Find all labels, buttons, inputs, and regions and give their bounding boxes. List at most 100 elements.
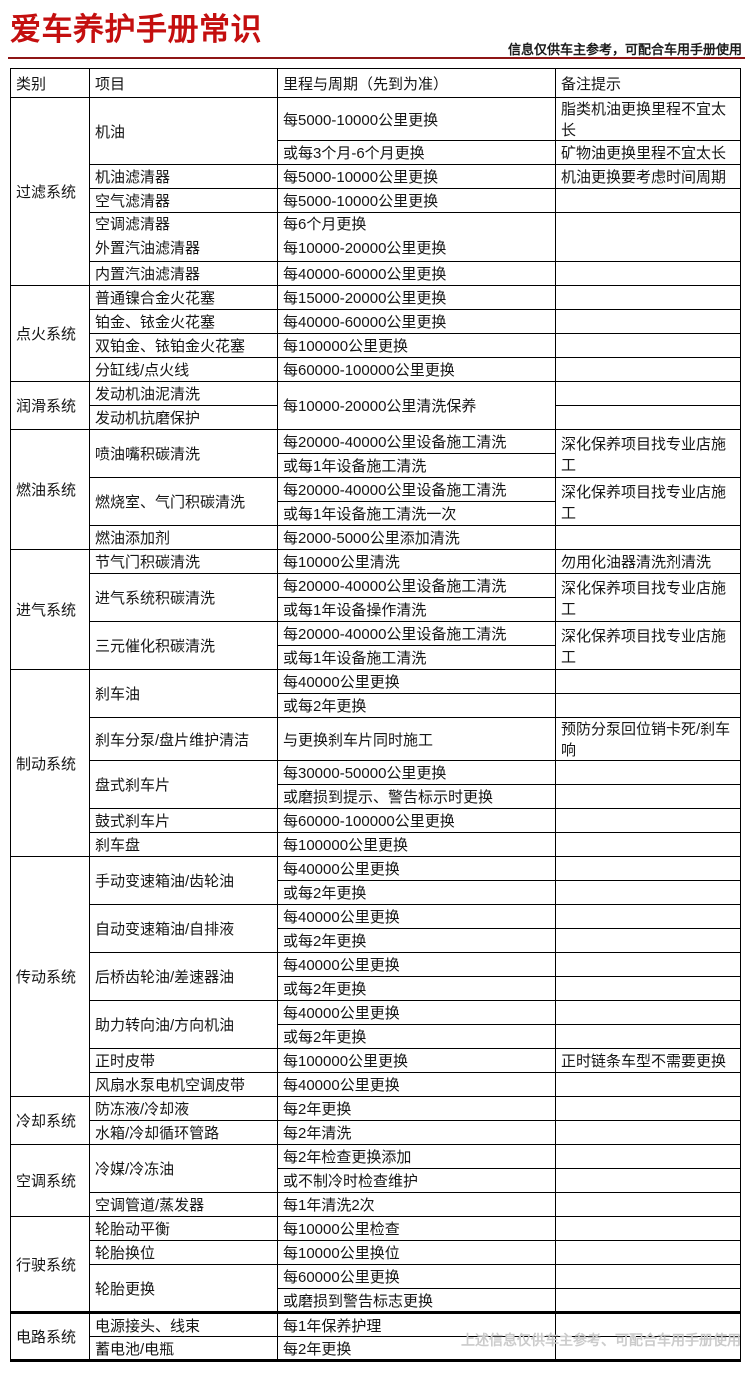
table-row: 或不制冷时检查维护 <box>11 1168 741 1193</box>
table-row: 燃油添加剂 每2000-5000公里添加清洗 <box>11 525 741 550</box>
table-row: 或每2年更换 <box>11 976 741 1001</box>
item-cell: 电源接头、线束 <box>89 1311 278 1337</box>
page-subtitle: 信息仅供车主参考，可配合车用手册使用 <box>507 42 742 57</box>
table-row: 或磨损到提示、警告标示时更换 <box>11 784 741 809</box>
item-cell: 三元催化积碳清洗 <box>89 621 278 670</box>
note-cell: 脂类机油更换里程不宜太长 <box>555 97 741 141</box>
item-cell: 风扇水泵电机空调皮带 <box>89 1072 278 1097</box>
schedule-cell: 每100000公里更换 <box>277 832 556 857</box>
table-row: 点火系统 普通镍合金火花塞 每15000-20000公里更换 <box>10 285 741 382</box>
item-cell: 防冻液/冷却液 <box>89 1096 278 1121</box>
table-row: 制动系统 刹车油 每40000公里更换 <box>10 669 741 857</box>
table-row: 双铂金、铱铂金火花塞 每100000公里更换 <box>11 333 741 358</box>
item-cell: 轮胎换位 <box>89 1240 278 1265</box>
category-cell: 点火系统 <box>10 285 90 382</box>
table-row: 燃油系统 喷油嘴积碳清洗 每20000-40000公里设备施工清洗 深化保养项目找专业… <box>10 429 741 550</box>
header-schedule: 里程与周期（先到为准） <box>277 68 556 98</box>
note-cell <box>555 1168 741 1193</box>
schedule-cell: 每60000-100000公里更换 <box>277 808 556 833</box>
schedule-cell: 每40000公里更换 <box>277 856 556 881</box>
item-cell: 鼓式刹车片 <box>89 808 278 833</box>
category-cell: 冷却系统 <box>10 1096 90 1145</box>
schedule-cell: 每30000-50000公里更换 <box>277 760 556 785</box>
maintenance-table: 类别 项目 里程与周期（先到为准） 备注提示 过滤系统 机油 每5000-10000… <box>10 68 741 1362</box>
schedule-cell: 每100000公里更换 <box>277 333 556 358</box>
item-cell: 内置汽油滤清器 <box>89 261 278 286</box>
schedule-cell: 每20000-40000公里设备施工清洗 <box>277 429 556 454</box>
note-cell: 深化保养项目找专业店施工 <box>555 477 741 526</box>
table-row: 正时皮带 每100000公里更换 正时链条车型不需要更换 <box>11 1048 741 1073</box>
schedule-cell: 每10000-20000公里清洗保养 <box>277 381 556 430</box>
table-row: 空调管道/蒸发器 每1年清洗2次 <box>11 1192 741 1217</box>
item-cell: 喷油嘴积碳清洗 <box>89 429 278 478</box>
category-cell: 润滑系统 <box>10 381 90 430</box>
note-cell <box>555 1120 741 1145</box>
category-cell: 行驶系统 <box>10 1216 90 1313</box>
schedule-cell: 每5000-10000公里更换 <box>277 164 556 189</box>
item-cell: 轮胎更换 <box>89 1264 278 1313</box>
schedule-cell: 每6个月更换 每10000-20000公里更换 <box>277 212 556 262</box>
schedule-cell: 或每2年更换 <box>277 880 556 905</box>
table-row: 电路系统 电源接头、线束 每1年保养护理 <box>10 1311 741 1361</box>
note-cell <box>555 1096 741 1121</box>
item-cell: 燃油添加剂 <box>89 525 278 550</box>
schedule-cell: 每20000-40000公里设备施工清洗 <box>277 477 556 502</box>
schedule-cell: 每10000公里换位 <box>277 1240 556 1265</box>
page-title: 爱车养护手册常识 <box>10 12 262 47</box>
table-row: 风扇水泵电机空调皮带 每40000公里更换 <box>11 1072 741 1097</box>
note-cell <box>555 1216 741 1241</box>
table-row: 助力转向油/方向机油 每40000公里更换 <box>11 1000 741 1049</box>
note-cell <box>555 1024 741 1049</box>
table-row: 或每2年更换 <box>11 928 741 953</box>
table-row: 润滑系统 发动机油泥清洗 每10000-20000公里清洗保养 <box>10 381 741 430</box>
schedule-cell: 每5000-10000公里更换 <box>277 188 556 213</box>
item-cell: 助力转向油/方向机油 <box>89 1000 278 1049</box>
table-row: 刹车分泵/盘片维护清洁 与更换刹车片同时施工 预防分泵回位销卡死/刹车响 <box>11 717 741 761</box>
table-row: 轮胎换位 每10000公里换位 <box>11 1240 741 1265</box>
item-cell: 分缸线/点火线 <box>89 357 278 382</box>
table-row: 行驶系统 轮胎动平衡 每10000公里检查 <box>10 1216 741 1313</box>
table-row: 分缸线/点火线 每60000-100000公里更换 <box>11 357 741 382</box>
table-row: 进气系统积碳清洗 每20000-40000公里设备施工清洗 深化保养项目找专业店施工 <box>11 573 741 622</box>
item-cell: 自动变速箱油/自排液 <box>89 904 278 953</box>
category-cell: 进气系统 <box>10 549 90 670</box>
note-cell: 正时链条车型不需要更换 <box>555 1048 741 1073</box>
header-category: 类别 <box>10 68 90 98</box>
note-cell <box>555 1192 741 1217</box>
schedule-cell: 或每1年设备操作清洗 <box>277 597 556 622</box>
category-cell: 过滤系统 <box>10 97 90 286</box>
schedule-cell: 每40000公里更换 <box>277 1000 556 1025</box>
schedule-cell: 每5000-10000公里更换 <box>277 97 556 141</box>
note-cell <box>555 693 741 718</box>
schedule-cell: 每20000-40000公里设备施工清洗 <box>277 573 556 598</box>
note-cell <box>555 880 741 905</box>
note-cell <box>555 261 741 286</box>
schedule-cell: 每40000-60000公里更换 <box>277 261 556 286</box>
table-row: 或每3个月-6个月更换 矿物油更换里程不宜太长 <box>11 140 741 165</box>
table-row: 过滤系统 机油 每5000-10000公里更换 脂类机油更换里程不宜太长 <box>10 97 741 286</box>
note-cell <box>555 904 741 929</box>
table-row: 机油滤清器 每5000-10000公里更换 机油更换要考虑时间周期 <box>11 164 741 189</box>
schedule-cell: 每60000公里更换 <box>277 1264 556 1289</box>
item-cell: 手动变速箱油/齿轮油 <box>89 856 278 905</box>
note-cell: 深化保养项目找专业店施工 <box>555 573 741 622</box>
header-item: 项目 <box>89 68 278 98</box>
note-cell <box>555 1336 741 1361</box>
schedule-cell: 每40000-60000公里更换 <box>277 309 556 334</box>
table-row: 水箱/冷却循环管路 每2年清洗 <box>11 1120 741 1145</box>
item-cell: 机油 <box>89 97 278 165</box>
note-cell <box>555 525 741 550</box>
note-cell <box>555 928 741 953</box>
schedule-cell: 每10000公里清洗 <box>277 549 556 574</box>
table-row: 蓄电池/电瓶 每2年更换 <box>11 1336 741 1361</box>
note-cell <box>555 784 741 809</box>
table-row: 或每1年设备施工清洗 <box>11 645 741 670</box>
schedule-cell: 每40000公里更换 <box>277 669 556 694</box>
schedule-cell: 或每2年更换 <box>277 928 556 953</box>
note-cell <box>555 832 741 857</box>
schedule-cell: 每2000-5000公里添加清洗 <box>277 525 556 550</box>
note-cell <box>555 309 741 334</box>
schedule-cell: 每15000-20000公里更换 <box>277 285 556 310</box>
note-cell <box>555 285 741 310</box>
maintenance-table-body: 过滤系统 机油 每5000-10000公里更换 脂类机油更换里程不宜太长 或每3个月-6… <box>10 97 741 1361</box>
